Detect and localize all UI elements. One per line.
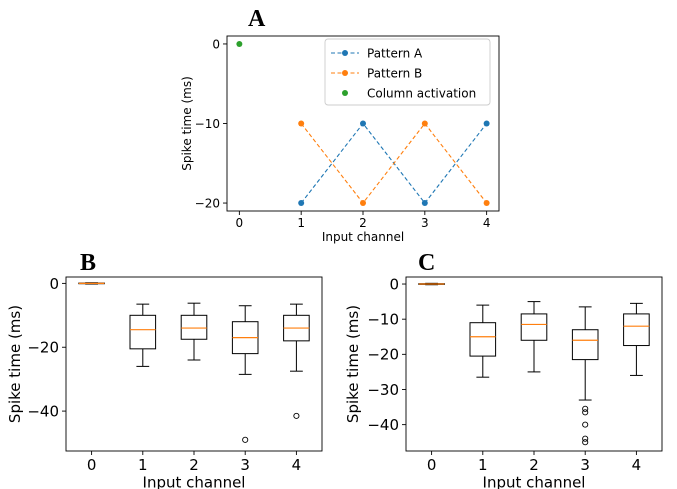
data-point (421, 200, 428, 207)
data-point (483, 200, 490, 207)
panel-letter-b: B (80, 250, 96, 276)
x-axis-label: Input channel (483, 473, 586, 489)
x-tick-label: 3 (421, 216, 429, 230)
x-tick-label: 0 (427, 456, 437, 474)
y-axis-label: Spike time (ms) (6, 305, 24, 423)
panel-a-chart: 0 1 2 3 4 0 −10 −20 Input channel Spike time (ms)… (180, 35, 500, 244)
x-axis-label: Input channel (322, 230, 404, 244)
x-tick-label: 2 (359, 216, 367, 230)
y-tick-label: −20 (27, 339, 59, 357)
box-iqr (571, 329, 599, 361)
box-3 (231, 305, 259, 443)
data-point (298, 200, 305, 207)
legend-marker (342, 70, 348, 76)
y-tick-label: 0 (49, 275, 59, 293)
legend-marker (342, 90, 348, 96)
panel-letter-a: A (248, 6, 266, 32)
data-point (236, 40, 243, 47)
legend-label: Pattern A (367, 46, 423, 60)
y-tick-label: −10 (367, 311, 399, 329)
legend-label: Column activation (367, 86, 476, 100)
y-axis-label: Spike time (ms) (180, 76, 194, 171)
data-point (360, 200, 366, 207)
box-4 (283, 303, 310, 419)
x-tick-label: 0 (87, 456, 97, 474)
data-point (483, 120, 490, 127)
x-tick-label: 4 (483, 216, 491, 230)
panel-b-chart: 0 1 2 3 4 0 −20 −40 Input channel Spike time (ms) (6, 275, 323, 489)
legend-box (324, 38, 491, 106)
x-tick-label: 1 (478, 456, 488, 474)
x-tick-label: 3 (240, 456, 250, 474)
data-point (298, 120, 305, 127)
flier (293, 412, 300, 419)
x-axis-label: Input channel (143, 473, 246, 489)
box-iqr (623, 313, 650, 347)
legend-marker (342, 50, 348, 56)
x-tick-label: 2 (189, 456, 199, 474)
y-tick-label: −20 (367, 346, 399, 364)
x-tick-label: 3 (580, 456, 590, 474)
y-tick-label: −10 (195, 117, 220, 131)
box-iqr (469, 322, 497, 357)
panel-c-chart: 0 1 2 3 4 0 −10 −20 −30 −40 Input channel Spike tim… (344, 275, 663, 489)
y-tick-label: −40 (367, 416, 399, 434)
series-line-1 (300, 122, 488, 204)
y-tick-label: 0 (389, 275, 399, 293)
x-tick-label: 4 (292, 456, 302, 474)
y-tick-label: −30 (367, 381, 399, 399)
box-0 (418, 282, 445, 286)
x-tick-label: 1 (297, 216, 305, 230)
y-tick-label: −20 (195, 196, 220, 210)
y-tick-label: 0 (212, 37, 220, 51)
flier (582, 405, 589, 412)
flier (582, 409, 589, 416)
flier (242, 436, 249, 443)
box-2 (180, 302, 208, 361)
box-4 (623, 302, 650, 376)
box-1 (129, 303, 157, 367)
y-tick-label: −40 (27, 402, 59, 420)
box-2 (520, 301, 548, 373)
data-point (421, 120, 428, 127)
y-axis-label: Spike time (ms) (344, 305, 362, 423)
box-iqr (520, 313, 548, 341)
box-iqr (180, 314, 208, 340)
data-point (360, 120, 366, 127)
legend-label: Pattern B (367, 66, 422, 80)
panel-letter-c: C (418, 250, 435, 276)
x-tick-label: 0 (236, 216, 244, 230)
flier (582, 421, 589, 428)
box-3 (571, 306, 599, 446)
x-tick-label: 4 (632, 456, 642, 474)
x-tick-label: 1 (138, 456, 148, 474)
box-iqr (129, 314, 157, 350)
flier (582, 435, 589, 442)
x-tick-label: 2 (529, 456, 539, 474)
box-1 (469, 304, 497, 378)
box-0 (78, 282, 105, 285)
flier (582, 439, 589, 446)
